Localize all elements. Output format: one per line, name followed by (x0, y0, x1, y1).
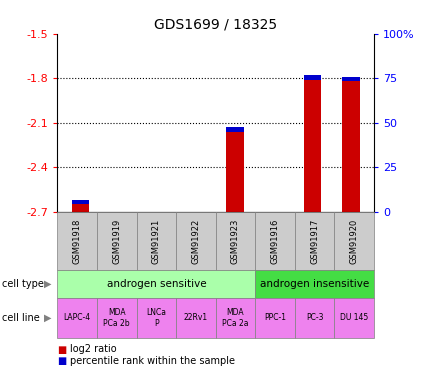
Bar (110, 212, 128, 216)
Text: PC-3: PC-3 (306, 314, 323, 322)
Text: androgen insensitive: androgen insensitive (260, 279, 369, 289)
Text: GSM91916: GSM91916 (271, 218, 280, 264)
Text: 22Rv1: 22Rv1 (184, 314, 208, 322)
Text: ■: ■ (57, 356, 67, 366)
Text: DU 145: DU 145 (340, 314, 368, 322)
Bar (188, 212, 205, 216)
Bar (226, 127, 244, 212)
Bar (342, 77, 360, 81)
Text: log2 ratio: log2 ratio (70, 345, 117, 354)
Text: GSM91923: GSM91923 (231, 218, 240, 264)
Text: MDA
PCa 2a: MDA PCa 2a (222, 308, 249, 327)
Bar (265, 212, 282, 216)
Text: PPC-1: PPC-1 (264, 314, 286, 322)
Text: GSM91920: GSM91920 (350, 218, 359, 264)
Text: cell line: cell line (2, 313, 40, 323)
Text: androgen sensitive: androgen sensitive (107, 279, 206, 289)
Bar (226, 127, 244, 132)
Text: GSM91921: GSM91921 (152, 218, 161, 264)
Bar (72, 200, 89, 204)
Text: LNCa
P: LNCa P (146, 308, 166, 327)
Bar (72, 200, 89, 212)
Text: LAPC-4: LAPC-4 (64, 314, 91, 322)
Text: percentile rank within the sample: percentile rank within the sample (70, 356, 235, 366)
Text: cell type: cell type (2, 279, 44, 289)
Bar (303, 75, 321, 80)
Bar (149, 212, 167, 216)
Text: GSM91917: GSM91917 (310, 218, 319, 264)
Bar (342, 77, 360, 212)
Text: MDA
PCa 2b: MDA PCa 2b (103, 308, 130, 327)
Text: GSM91919: GSM91919 (112, 218, 121, 264)
Text: GSM91918: GSM91918 (73, 218, 82, 264)
Text: ▶: ▶ (44, 279, 51, 289)
Bar (303, 75, 321, 212)
Title: GDS1699 / 18325: GDS1699 / 18325 (154, 17, 277, 31)
Text: ■: ■ (57, 345, 67, 354)
Text: GSM91922: GSM91922 (191, 218, 201, 264)
Text: ▶: ▶ (44, 313, 51, 323)
